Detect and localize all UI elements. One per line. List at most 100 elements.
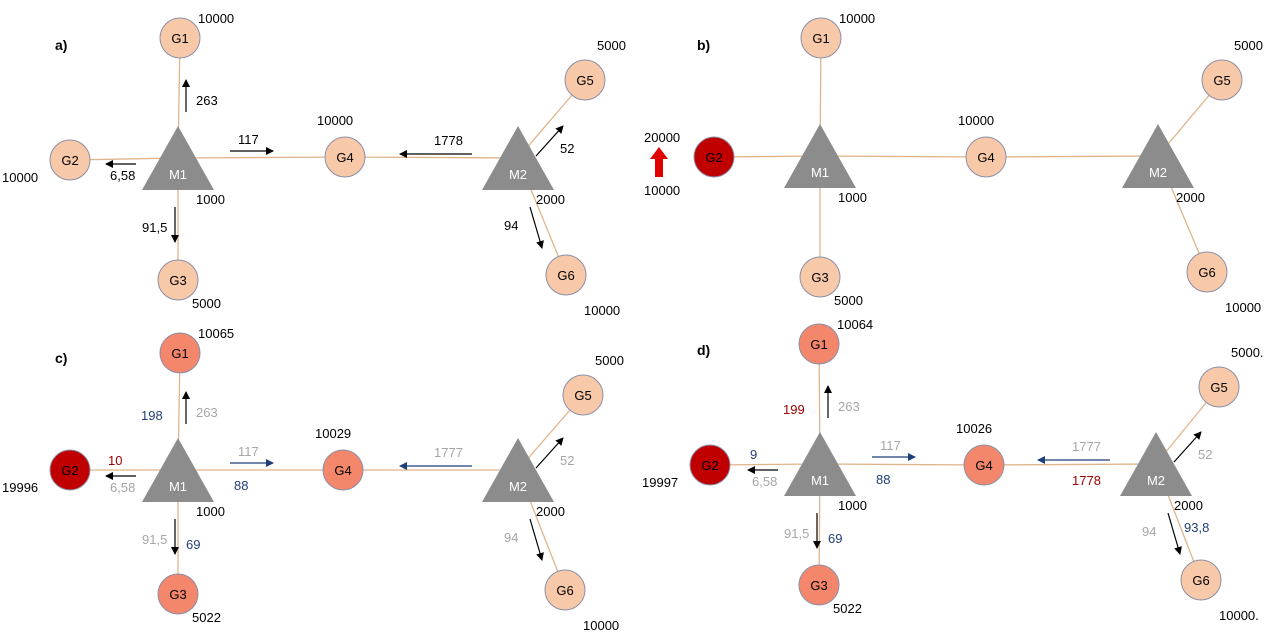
node-g1-value: 10064 <box>837 317 873 332</box>
node-g6-value: 10000 <box>1225 300 1261 315</box>
node-m1-label: M1 <box>169 479 187 494</box>
node-m2-value: 2000 <box>536 192 565 207</box>
flow-m2-g4-reverse: 1778 <box>1072 473 1101 488</box>
node-g2-label: G2 <box>701 458 718 473</box>
node-g2-value-new: 20000 <box>644 130 680 145</box>
node-g4-value: 10000 <box>317 113 353 128</box>
node-g5-label: G5 <box>576 73 593 88</box>
edge-m1-g4 <box>819 155 987 158</box>
flow-arrow-m2-g5 <box>535 437 564 469</box>
node-g1-label: G1 <box>171 31 188 46</box>
node-g2-circle <box>689 444 731 486</box>
edge-m1-g4 <box>819 463 985 466</box>
node-m1-label: M1 <box>169 167 187 182</box>
node-g4-value: 10026 <box>956 421 992 436</box>
node-m2-triangle <box>482 438 554 502</box>
flow-m2-g5-value: 52 <box>560 453 574 468</box>
node-g2-label: G2 <box>61 153 78 168</box>
node-m1-triangle <box>784 124 856 188</box>
edge-m2-g4 <box>344 156 519 159</box>
node-g1-circle <box>159 17 201 59</box>
flow-m1-g4-reverse: 88 <box>234 478 248 493</box>
node-g1-label: G1 <box>810 337 827 352</box>
node-g3-value: 5000 <box>192 296 221 311</box>
node-g4-circle <box>965 136 1007 178</box>
flow-m1-g3-value: 91,5 <box>142 220 167 235</box>
node-g1-value: 10000 <box>839 11 875 26</box>
flow-m1-g3-value: 91,5 <box>784 526 809 541</box>
node-g5-circle <box>564 59 606 101</box>
node-g6-label: G6 <box>1192 573 1209 588</box>
flow-m1-g3-value: 91,5 <box>142 532 167 547</box>
edge-m2-g4 <box>983 463 1157 466</box>
flow-m1-g1-reverse: 198 <box>141 408 163 423</box>
node-g6-label: G6 <box>557 268 574 283</box>
node-g1-value: 10065 <box>198 326 234 341</box>
node-g5-circle <box>1201 59 1243 101</box>
node-g3-label: G3 <box>810 578 827 593</box>
node-g3-value: 5022 <box>833 601 862 616</box>
node-g5-label: G5 <box>1213 73 1230 88</box>
panel-label: b) <box>697 37 710 53</box>
node-g3-label: G3 <box>169 587 186 602</box>
panel-b: b) M1 1000 M2 2000 G1 G2 G3 G4 G5 G6 10000 5000 10000… <box>644 11 1263 315</box>
flow-m1-g2-value: 6,58 <box>110 480 135 495</box>
node-m1-value: 1000 <box>196 192 225 207</box>
node-g2-value: 19996 <box>2 480 38 495</box>
node-g2-value: 10000 <box>2 170 38 185</box>
flow-m1-g4-value: 117 <box>238 444 259 459</box>
node-m1-value: 1000 <box>196 504 225 519</box>
node-g6-value: 10000. <box>1219 608 1259 623</box>
flow-m2-g4-value: 1777 <box>434 445 463 460</box>
edge-m1-g4 <box>177 156 346 159</box>
node-m1-triangle <box>142 438 214 502</box>
node-g4-label: G4 <box>977 150 994 165</box>
node-m1-label: M1 <box>811 473 829 488</box>
node-m2-value: 2000 <box>1176 190 1205 205</box>
node-g1-value: 10000 <box>198 11 234 26</box>
node-g2-value: 19997 <box>642 475 678 490</box>
node-g5-value: 5000. <box>1231 345 1264 360</box>
flow-m1-g2-reverse: 10 <box>108 453 122 468</box>
node-g3-value: 5022 <box>192 610 221 625</box>
node-g3-label: G3 <box>169 273 186 288</box>
flow-m2-g6-value: 94 <box>504 218 518 233</box>
node-g6-value: 10000 <box>583 618 619 633</box>
node-g5-label: G5 <box>574 388 591 403</box>
node-g4-circle <box>322 449 364 491</box>
node-g3-value: 5000 <box>834 293 863 308</box>
node-g5-label: G5 <box>1210 380 1227 395</box>
flow-m2-g5-value: 52 <box>1198 447 1212 462</box>
node-m2-triangle <box>482 126 554 190</box>
node-m2-label: M2 <box>509 167 527 182</box>
node-g5-circle <box>562 374 604 416</box>
increase-arrow-icon <box>650 147 668 177</box>
node-m2-value: 2000 <box>1174 498 1203 513</box>
flow-m1-g4-value: 117 <box>880 438 901 453</box>
node-g1-label: G1 <box>812 31 829 46</box>
panel-label: d) <box>697 342 710 358</box>
node-m2-value: 2000 <box>536 504 565 519</box>
flow-m1-g3-reverse: 69 <box>828 531 842 546</box>
node-g5-circle <box>1198 366 1240 408</box>
node-g6-circle <box>544 569 586 611</box>
flow-m2-g5-value: 52 <box>560 141 574 156</box>
node-g3-circle <box>157 259 199 301</box>
flow-m1-g3-reverse: 69 <box>186 537 200 552</box>
node-g2-circle <box>49 139 91 181</box>
node-m1-triangle <box>784 432 856 496</box>
flow-arrow-m2-g6 <box>1167 512 1182 555</box>
panel-d: d) M1 1000 M2 2000 G1 G2 G3 G4 G5 G6 10064 19997 5022… <box>642 317 1264 623</box>
flow-m1-g2-value: 6,58 <box>752 474 777 489</box>
node-g4-circle <box>963 444 1005 486</box>
node-g2-label: G2 <box>705 150 722 165</box>
node-g3-circle <box>798 564 840 606</box>
flow-m2-g6-reverse: 93,8 <box>1184 520 1209 535</box>
flow-arrow-m2-g5 <box>535 125 564 157</box>
node-g3-label: G3 <box>811 270 828 285</box>
flow-m1-g2-value: 6,58 <box>110 168 135 183</box>
node-g1-circle <box>798 323 840 365</box>
node-g2-value-old: 10000 <box>644 183 680 198</box>
